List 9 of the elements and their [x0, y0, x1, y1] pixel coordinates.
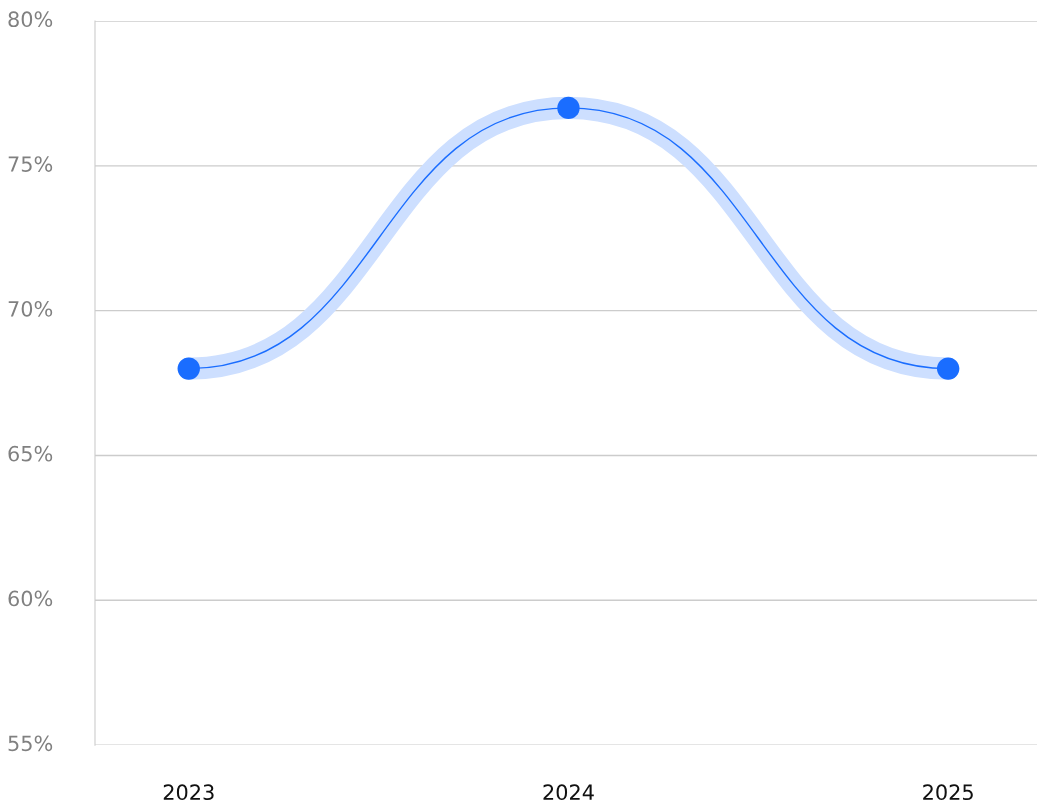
y-tick-label: 75%: [8, 156, 53, 172]
y-tick-label: 70%: [8, 300, 53, 317]
x-tick-label: 2024: [543, 784, 594, 801]
x-tick-label: 2023: [163, 784, 214, 801]
y-tick-label: 55%: [8, 735, 53, 752]
y-tick-label: 80%: [8, 11, 53, 28]
x-tick-label: 2025: [923, 784, 973, 801]
y-tick-label: 65%: [8, 445, 53, 462]
y-tick-label: 60%: [8, 590, 53, 607]
